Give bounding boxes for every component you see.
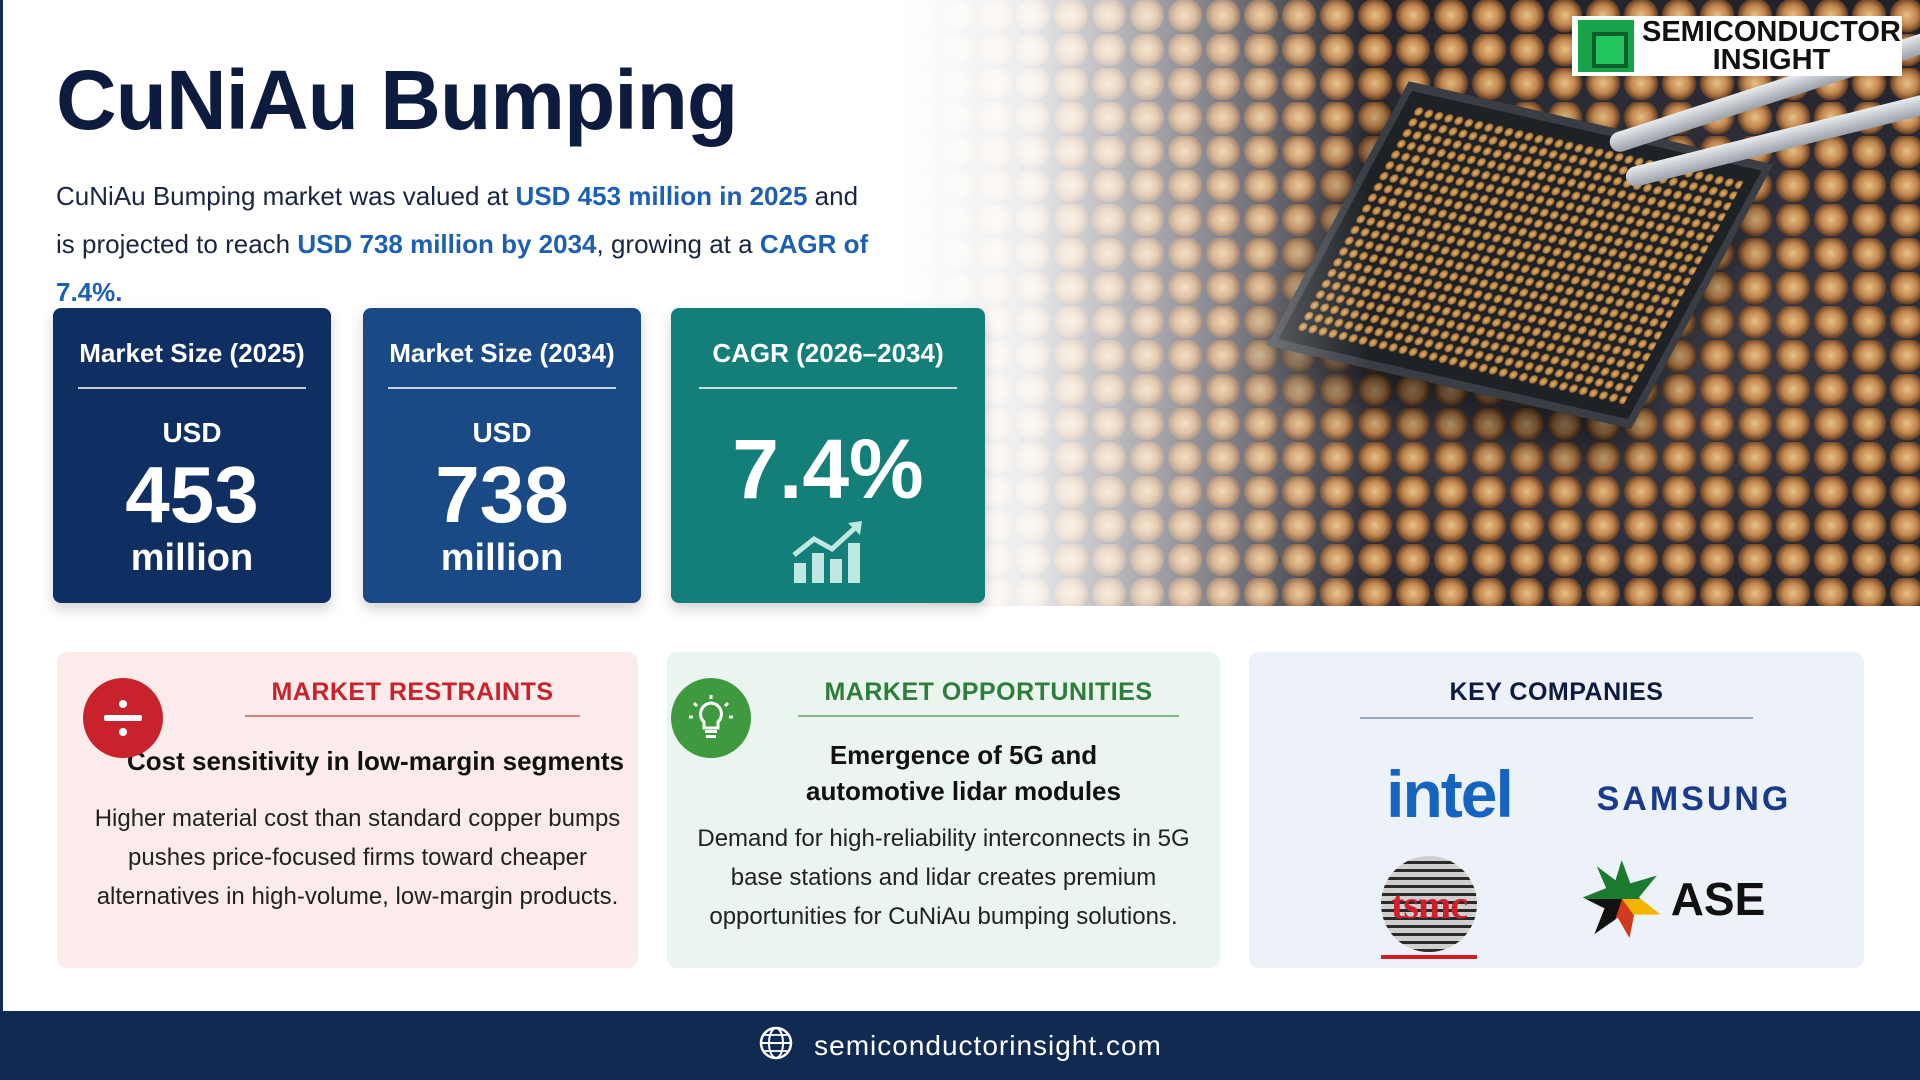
opportunities-body: Demand for high-reliability interconnect… bbox=[697, 825, 1190, 930]
website-link[interactable]: semiconductorinsight.com bbox=[814, 1029, 1162, 1061]
key-companies-card: KEY COMPANIES intel SAMSUNG tsmc ASE bbox=[1249, 652, 1864, 968]
page-title: CuNiAu Bumping bbox=[56, 53, 738, 147]
stat-card-cagr: CAGR (2026–2034) 7.4% bbox=[671, 308, 985, 603]
market-opportunities-card: MARKET OPPORTUNITIES Emergence of 5G and… bbox=[667, 652, 1220, 968]
opportunities-heading: MARKET OPPORTUNITIES bbox=[798, 678, 1179, 717]
ase-logo: ASE bbox=[1574, 849, 1774, 949]
company-logo-grid: intel SAMSUNG tsmc ASE bbox=[1249, 719, 1864, 959]
page-frame bbox=[0, 0, 3, 1011]
restraints-body: Higher material cost than standard coppe… bbox=[94, 805, 621, 910]
intel-logo: intel bbox=[1386, 757, 1514, 831]
samsung-logo: SAMSUNG bbox=[1596, 779, 1792, 818]
ase-star-icon bbox=[1582, 860, 1661, 938]
hero-chip-image bbox=[900, 0, 1920, 606]
intro-text: CuNiAu Bumping market was valued at USD … bbox=[56, 181, 869, 307]
stat-card-market-size-2034: Market Size (2034) USD 738 million bbox=[363, 308, 641, 603]
companies-heading: KEY COMPANIES bbox=[1359, 678, 1754, 719]
globe-icon bbox=[758, 1025, 794, 1066]
stat-value: 7.4% bbox=[732, 422, 924, 516]
stat-value: 453 bbox=[125, 450, 259, 539]
minus-divide-icon bbox=[83, 678, 163, 758]
restraints-subhead: Cost sensitivity in low-margin segments bbox=[127, 746, 624, 776]
growth-chart-icon bbox=[671, 519, 985, 590]
stat-card-market-size-2025: Market Size (2025) USD 453 million bbox=[53, 308, 331, 603]
opportunities-subhead: Emergence of 5G and automotive lidar mod… bbox=[806, 740, 1121, 806]
footer-bar: semiconductorinsight.com bbox=[0, 1011, 1920, 1080]
brand-logo[interactable]: SEMICONDUCTOR INSIGHT bbox=[1572, 16, 1902, 76]
lightbulb-icon bbox=[671, 678, 751, 758]
chip-logo-icon bbox=[1578, 20, 1634, 72]
tsmc-logo: tsmc bbox=[1359, 849, 1499, 959]
tsmc-globe-icon: tsmc bbox=[1381, 856, 1477, 952]
restraints-heading: MARKET RESTRAINTS bbox=[245, 678, 580, 717]
market-restraints-card: MARKET RESTRAINTS Cost sensitivity in lo… bbox=[57, 652, 638, 968]
stat-value: 738 bbox=[435, 450, 569, 539]
logo-text: SEMICONDUCTOR INSIGHT bbox=[1642, 16, 1901, 76]
